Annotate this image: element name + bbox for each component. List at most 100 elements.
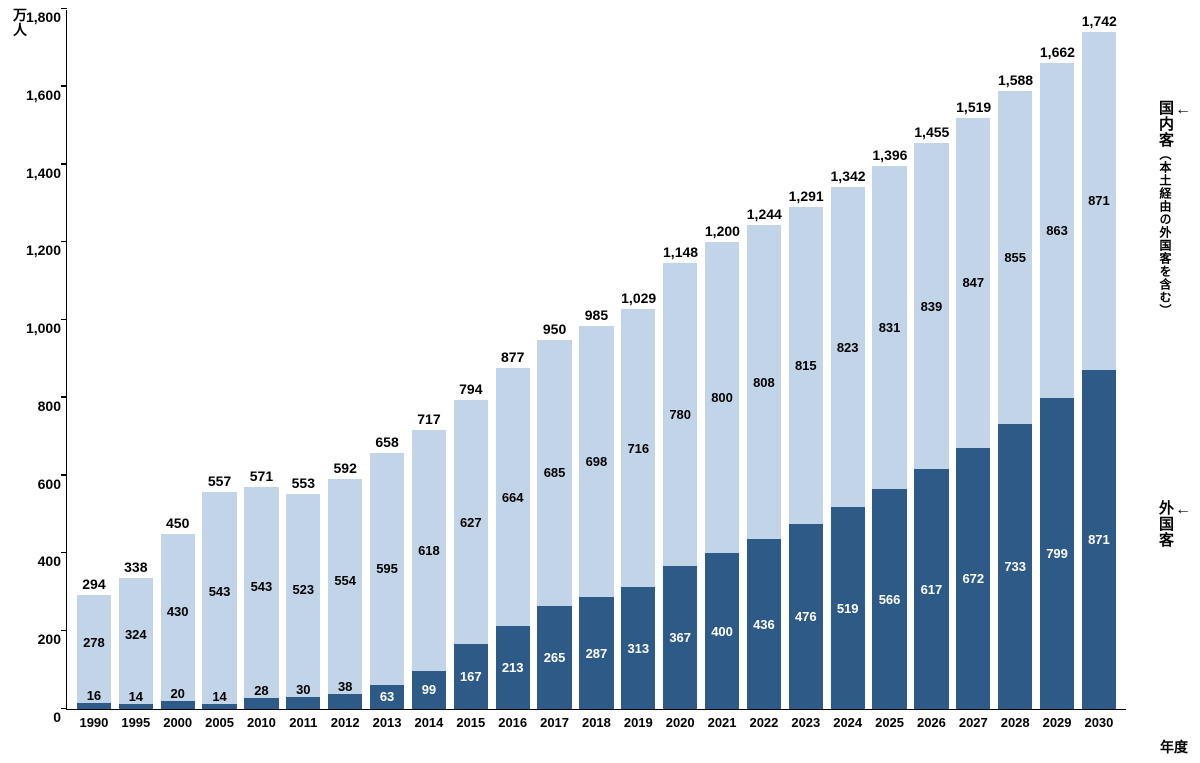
stacked-bar: 45043020 [161, 534, 195, 709]
stacked-bar: 1,742871871 [1082, 32, 1116, 709]
bar-segment-domestic: 523 [286, 494, 320, 697]
stacked-bar: 950685265 [537, 340, 571, 709]
bar-slot: 7946271672015 [450, 10, 492, 709]
bar-slot: 1,5198476722027 [952, 10, 994, 709]
bar-segment-foreign: 436 [747, 539, 781, 709]
bar-segment-foreign: 30 [286, 697, 320, 709]
bar-slot: 1,2918154762023 [785, 10, 827, 709]
bar-total-label: 1,588 [998, 72, 1032, 88]
bar-segment-label: 733 [1004, 559, 1026, 574]
bar-segment-label: 367 [669, 630, 691, 645]
bar-segment-foreign: 287 [579, 597, 613, 709]
stacked-bar: 65859563 [370, 453, 404, 709]
y-tick-mark [61, 552, 67, 554]
bar-segment-label: 847 [962, 275, 984, 290]
bar-segment-label: 519 [837, 601, 859, 616]
bar-total-label: 877 [496, 349, 530, 365]
arrow-left-icon: ← [1175, 500, 1192, 521]
bar-slot: 1,0297163132019 [617, 10, 659, 709]
bar-segment-label: 38 [338, 679, 352, 694]
bar-segment-label: 523 [292, 582, 314, 597]
bar-segment-label: 554 [334, 573, 356, 588]
bar-segment-foreign: 20 [161, 701, 195, 709]
bar-segment-label: 871 [1088, 193, 1110, 208]
y-tick-mark [61, 241, 67, 243]
y-tick-mark [61, 630, 67, 632]
bar-segment-foreign: 519 [831, 507, 865, 709]
x-category-label: 2027 [959, 715, 988, 730]
bar-segment-label: 28 [254, 683, 268, 698]
bar-total-label: 1,342 [831, 168, 865, 184]
bar-segment-label: 815 [795, 358, 817, 373]
y-tick-label: 200 [11, 631, 61, 647]
bar-segment-label: 627 [460, 515, 482, 530]
stacked-bar: 1,588855733 [998, 91, 1032, 709]
bar-slot: 338324141995 [115, 10, 157, 709]
stacked-bar: 1,291815476 [789, 207, 823, 709]
y-tick-mark [61, 474, 67, 476]
legend-foreign: ← 外国客 [1156, 500, 1193, 548]
bar-segment-label: 436 [753, 617, 775, 632]
bar-segment-label: 871 [1088, 532, 1110, 547]
bar-segment-domestic: 543 [244, 487, 278, 698]
bar-total-label: 450 [161, 515, 195, 531]
stacked-bar: 794627167 [454, 400, 488, 709]
bar-segment-foreign: 28 [244, 698, 278, 709]
bar-segment-domestic: 780 [663, 263, 697, 566]
bar-segment-foreign: 265 [537, 606, 571, 709]
bar-segment-label: 16 [87, 688, 101, 703]
bar-segment-label: 823 [837, 340, 859, 355]
bar-segment-label: 855 [1004, 250, 1026, 265]
bar-slot: 9856982872018 [576, 10, 618, 709]
bar-segment-label: 664 [502, 490, 524, 505]
y-tick-mark [61, 85, 67, 87]
bar-segment-label: 543 [209, 584, 231, 599]
bar-segment-label: 287 [586, 646, 608, 661]
bar-segment-label: 313 [627, 641, 649, 656]
bar-segment-domestic: 716 [621, 309, 655, 587]
y-tick-label: 1,600 [11, 87, 61, 103]
bar-segment-label: 430 [167, 604, 189, 619]
bar-segment-label: 698 [586, 454, 608, 469]
stacked-bar: 29427816 [77, 595, 111, 709]
bar-slot: 1,5888557332028 [994, 10, 1036, 709]
bar-segment-domestic: 863 [1040, 63, 1074, 399]
x-category-label: 2028 [1001, 715, 1030, 730]
x-category-label: 2000 [163, 715, 192, 730]
bar-segment-label: 672 [962, 571, 984, 586]
bar-segment-label: 808 [753, 375, 775, 390]
bar-segment-label: 14 [212, 689, 226, 704]
bar-total-label: 294 [77, 576, 111, 592]
bar-segment-foreign: 672 [956, 448, 990, 709]
y-tick-mark [61, 8, 67, 10]
x-category-label: 2021 [708, 715, 737, 730]
bar-total-label: 950 [537, 321, 571, 337]
bar-segment-label: 780 [669, 407, 691, 422]
bar-slot: 1,4558396172026 [911, 10, 953, 709]
bar-slot: 571543282010 [241, 10, 283, 709]
bar-segment-label: 167 [460, 669, 482, 684]
y-tick-mark [61, 396, 67, 398]
x-category-label: 2012 [331, 715, 360, 730]
bar-segment-foreign: 367 [663, 566, 697, 709]
x-category-label: 2010 [247, 715, 276, 730]
bar-total-label: 1,244 [747, 206, 781, 222]
bar-total-label: 571 [244, 468, 278, 484]
bar-slot: 1,7428718712030 [1078, 10, 1120, 709]
bar-total-label: 592 [328, 460, 362, 476]
bar-segment-foreign: 476 [789, 524, 823, 709]
bar-segment-label: 213 [502, 660, 524, 675]
stacked-bar: 985698287 [579, 326, 613, 709]
bar-segment-foreign: 799 [1040, 398, 1074, 709]
bar-segment-domestic: 808 [747, 225, 781, 539]
x-category-label: 2017 [540, 715, 569, 730]
bar-segment-label: 14 [129, 689, 143, 704]
bar-slot: 8776642132016 [492, 10, 534, 709]
stacked-bar: 59255438 [328, 479, 362, 709]
bar-total-label: 717 [412, 411, 446, 427]
bar-segment-domestic: 823 [831, 187, 865, 507]
y-tick-label: 0 [11, 709, 61, 725]
stacked-bar: 1,200800400 [705, 242, 739, 709]
bar-total-label: 338 [119, 559, 153, 575]
bar-total-label: 658 [370, 434, 404, 450]
